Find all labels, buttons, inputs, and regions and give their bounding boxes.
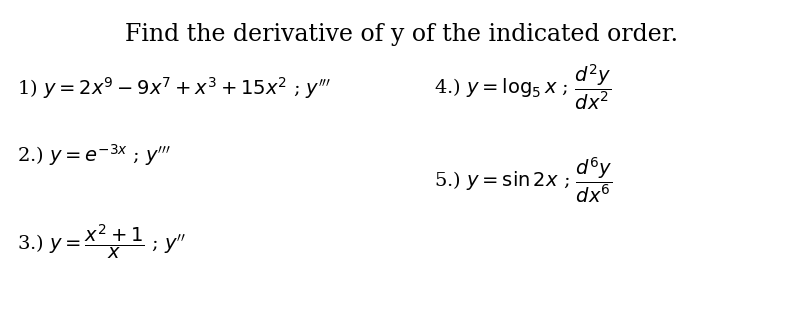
Text: 1) $y = 2x^9 - 9x^7 + x^3 + 15x^2$ ; $y^{\prime\prime\prime}$: 1) $y = 2x^9 - 9x^7 + x^3 + 15x^2$ ; $y^…	[18, 75, 332, 101]
Text: 2.) $y = e^{-3x}$ ; $y^{\prime\prime\prime}$: 2.) $y = e^{-3x}$ ; $y^{\prime\prime\pri…	[18, 142, 171, 169]
Text: 3.) $y = \dfrac{x^2+1}{x}$ ; $y^{\prime\prime}$: 3.) $y = \dfrac{x^2+1}{x}$ ; $y^{\prime\…	[18, 222, 186, 261]
Text: 4.) $y = \log_5 x$ ; $\dfrac{d^2y}{dx^2}$: 4.) $y = \log_5 x$ ; $\dfrac{d^2y}{dx^2}…	[434, 63, 611, 113]
Text: 5.) $y = \sin 2x$ ; $\dfrac{d^6y}{dx^6}$: 5.) $y = \sin 2x$ ; $\dfrac{d^6y}{dx^6}$	[434, 156, 612, 205]
Text: Find the derivative of y of the indicated order.: Find the derivative of y of the indicate…	[125, 23, 678, 46]
